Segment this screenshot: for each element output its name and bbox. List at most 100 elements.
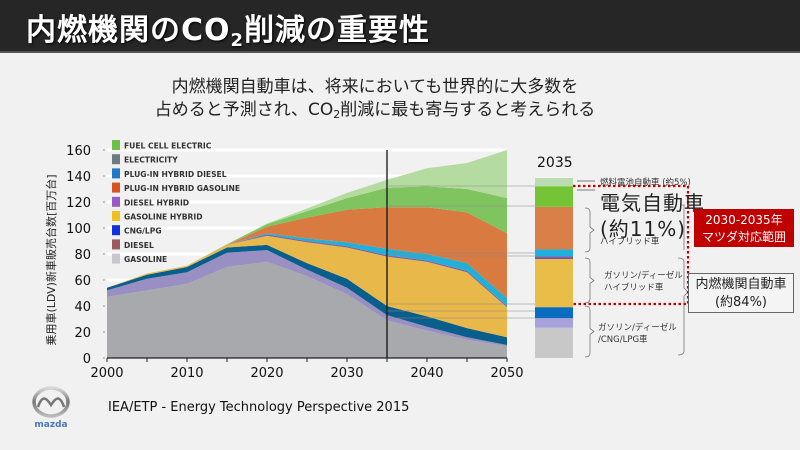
legend-swatch (112, 154, 120, 165)
area-diesel-hybrid (107, 250, 507, 347)
header-bar: 内燃機関のCO2削減の重要性 (0, 0, 800, 53)
fcev-annotation: 燃料電池自動車 (約5%) (600, 178, 691, 188)
y-tick-label: 80 (74, 248, 91, 263)
ev-bracket (680, 204, 685, 250)
bar-segment-diesel (535, 256, 573, 260)
legend-swatch (112, 196, 120, 207)
bar-segment-cng-lpg (535, 307, 573, 319)
area-layers (107, 150, 507, 358)
area-gasoline (107, 261, 507, 358)
x-tick-label: 2020 (250, 366, 283, 381)
title-text: 内燃機関のCO (26, 13, 231, 48)
bracket (584, 257, 595, 304)
area-electricity (107, 186, 507, 288)
mazda-range-label: マツダ対応範囲 (701, 230, 786, 244)
legend-swatch (112, 225, 120, 236)
legend-swatch (112, 239, 120, 250)
page-title: 内燃機関のCO2削減の重要性 (26, 5, 430, 51)
bar-segment-gasoline-hybrid (535, 259, 573, 308)
y-tick-label: 0 (83, 352, 91, 367)
y-tick (103, 227, 105, 229)
bar-segment-electricity (535, 186, 573, 207)
y-tick-label: 140 (66, 170, 91, 185)
legend-label: DIESEL (124, 241, 154, 250)
y-tick (103, 253, 105, 255)
y-axis-label: 乗用車(LDV)新車販売台数[百万台] (44, 174, 58, 345)
legend-label: GASOLINE (124, 255, 167, 264)
mazda-logo: mazda (26, 385, 76, 430)
y-tick (103, 305, 105, 307)
bar-segment-gasoline-diesel-cng-lpg (535, 327, 573, 358)
hybrid-label-1: ガソリン/ディーゼル (604, 271, 683, 281)
hybrid-label-2: ハイブリッド車 (604, 283, 664, 293)
ice-label: 内燃機関自動車 (695, 277, 787, 292)
y-tick-label: 100 (66, 222, 91, 237)
title-text-end: 削減の重要性 (244, 13, 431, 48)
legend-swatch (112, 211, 120, 221)
conventional-label-2: /CNG/LPG車 (598, 335, 648, 345)
bar-segment-diesel-hybrid (535, 318, 573, 328)
y-tick (103, 149, 105, 151)
area-gasoline-hybrid (107, 235, 507, 338)
conventional-annotation: ガソリン/ディーゼル /CNG/LPG車 (598, 322, 677, 346)
legend-label: FUEL CELL ELECTRIC (124, 142, 212, 151)
bar-year-label: 2035 (537, 155, 573, 171)
source-citation: IEA/ETP - Energy Technology Perspective … (108, 400, 410, 415)
area-cng-lpg (107, 244, 507, 345)
subtitle-subscript: 2 (333, 108, 341, 121)
axes: 2000 2010 2020 2030 2040 20500204060801001201… (66, 144, 523, 381)
ice-percent: (約84%) (714, 295, 768, 310)
mazda-range-years: 2030-2035年 (705, 213, 783, 227)
ev-label: 電気自動車 (600, 191, 705, 215)
title-subscript: 2 (230, 30, 245, 51)
plugin-hybrid-annotation: ハイブリッド車 (600, 237, 660, 247)
legend-label: ELECTRICITY (124, 156, 178, 165)
bar-2035 (535, 178, 573, 358)
guide-lines (387, 180, 690, 358)
bracket (584, 207, 595, 253)
x-tick-label: 2040 (410, 366, 443, 381)
mazda-range-tag: 2030-2035年 マツダ対応範囲 (694, 209, 794, 247)
legend-swatch (112, 253, 120, 264)
y-tick-label: 40 (74, 300, 91, 315)
legend-label: CNG/LPG (124, 227, 162, 236)
area-plug-in-hybrid-gasoline (107, 207, 507, 299)
y-tick-label: 20 (74, 326, 91, 341)
y-tick-label: 60 (74, 274, 91, 289)
subtitle-line-2: 占めると予測され、CO2削減に最も寄与すると考えられる (150, 99, 600, 126)
mazda-range-dotted-outline (573, 184, 690, 306)
subtitle-line-2-post: 削減に最も寄与すると考えられる (340, 100, 596, 120)
x-tick-label: 2050 (490, 366, 523, 381)
bracket (584, 305, 595, 358)
subtitle-line-1: 内燃機関自動車は、将来においても世界的に大多数を (171, 77, 579, 97)
bar-segment-plug-in-hybrid-diesel (535, 249, 573, 257)
ev-percent: (約11%) (600, 217, 687, 241)
legend-swatch (112, 140, 120, 150)
bar-segment-plug-in-hybrid-gasoline (535, 206, 573, 250)
ev-annotation: 電気自動車 (約11%) (600, 190, 705, 242)
hybrid-annotation: ガソリン/ディーゼル ハイブリッド車 (604, 270, 683, 294)
legend-label: GASOLINE HYBRID (124, 213, 203, 222)
logo-text: mazda (34, 420, 67, 430)
ice-tag: 内燃機関自動車 (約84%) (688, 273, 794, 313)
bar-segment-fuel-cell-electric (535, 178, 573, 187)
y-tick (103, 357, 105, 359)
legend: FUEL CELL ELECTRIC ELECTRICITY PLUG-IN HYB… (112, 140, 240, 264)
area-fuel-cell-electric (107, 150, 507, 288)
y-tick (103, 201, 105, 203)
x-tick-label: 2010 (170, 366, 203, 381)
legend-label: DIESEL HYBRID (124, 198, 189, 207)
x-tick-label: 2000 (90, 366, 123, 381)
subtitle-line-2-pre: 占めると予測され、CO (154, 100, 334, 120)
x-tick-label: 2030 (330, 366, 363, 381)
y-tick (103, 331, 105, 333)
y-tick (103, 279, 105, 281)
legend-swatch (112, 168, 120, 179)
y-tick (103, 175, 105, 177)
legend-swatch (112, 182, 120, 193)
conventional-label-1: ガソリン/ディーゼル (598, 323, 677, 333)
subtitle: 内燃機関自動車は、将来においても世界的に大多数を 占めると予測され、CO2削減に… (150, 76, 600, 126)
mazda-logo-icon: mazda (32, 386, 70, 430)
y-tick-label: 120 (66, 196, 91, 211)
